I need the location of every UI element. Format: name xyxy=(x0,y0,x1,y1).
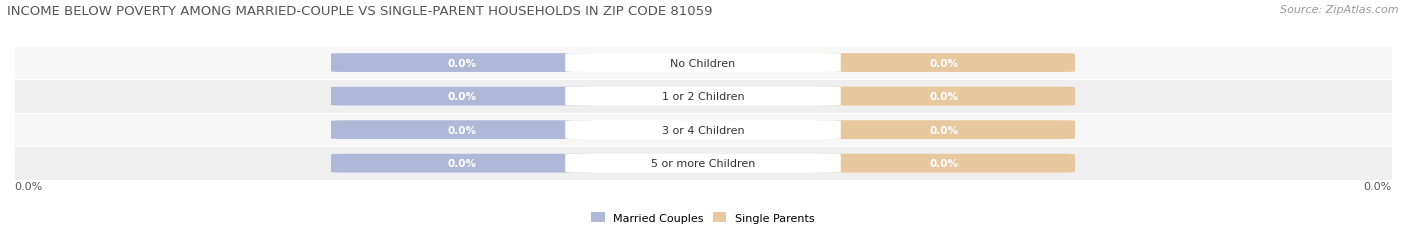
FancyBboxPatch shape xyxy=(813,154,1076,173)
FancyBboxPatch shape xyxy=(813,121,1076,140)
Bar xyxy=(14,80,1392,113)
Text: 0.0%: 0.0% xyxy=(929,125,959,135)
Text: No Children: No Children xyxy=(671,58,735,68)
Text: 0.0%: 0.0% xyxy=(929,92,959,102)
FancyBboxPatch shape xyxy=(813,54,1076,73)
Text: 0.0%: 0.0% xyxy=(447,125,477,135)
Text: 0.0%: 0.0% xyxy=(447,58,477,68)
Legend: Married Couples, Single Parents: Married Couples, Single Parents xyxy=(586,208,820,227)
Text: 0.0%: 0.0% xyxy=(929,158,959,168)
Text: 1 or 2 Children: 1 or 2 Children xyxy=(662,92,744,102)
Text: 0.0%: 0.0% xyxy=(929,58,959,68)
Text: 0.0%: 0.0% xyxy=(447,92,477,102)
FancyBboxPatch shape xyxy=(565,54,841,73)
FancyBboxPatch shape xyxy=(565,121,841,140)
Text: 3 or 4 Children: 3 or 4 Children xyxy=(662,125,744,135)
FancyBboxPatch shape xyxy=(813,87,1076,106)
Text: 0.0%: 0.0% xyxy=(14,181,42,191)
Bar xyxy=(14,147,1392,180)
FancyBboxPatch shape xyxy=(330,87,593,106)
Text: Source: ZipAtlas.com: Source: ZipAtlas.com xyxy=(1281,5,1399,15)
Bar xyxy=(14,47,1392,80)
FancyBboxPatch shape xyxy=(565,154,841,173)
Bar xyxy=(14,113,1392,147)
FancyBboxPatch shape xyxy=(330,154,593,173)
Text: 0.0%: 0.0% xyxy=(447,158,477,168)
Text: INCOME BELOW POVERTY AMONG MARRIED-COUPLE VS SINGLE-PARENT HOUSEHOLDS IN ZIP COD: INCOME BELOW POVERTY AMONG MARRIED-COUPL… xyxy=(7,5,713,18)
Text: 0.0%: 0.0% xyxy=(1364,181,1392,191)
FancyBboxPatch shape xyxy=(565,87,841,106)
FancyBboxPatch shape xyxy=(330,121,593,140)
FancyBboxPatch shape xyxy=(330,54,593,73)
Text: 5 or more Children: 5 or more Children xyxy=(651,158,755,168)
